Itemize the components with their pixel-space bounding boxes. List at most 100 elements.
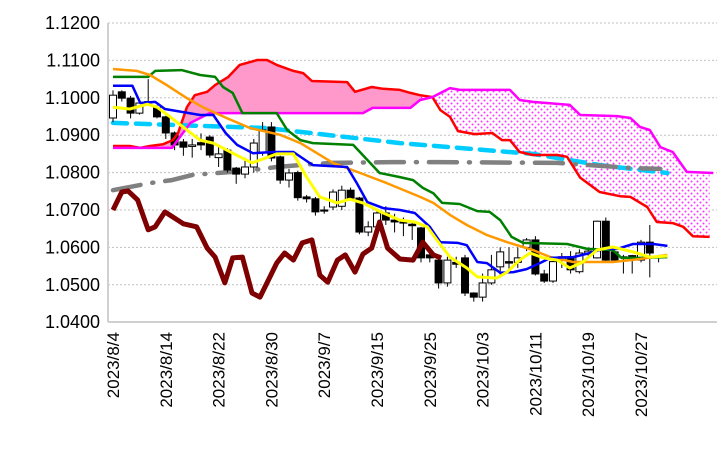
kijun-sen-line xyxy=(113,68,668,260)
x-tick-label: 2023/9/15 xyxy=(368,332,387,408)
candle xyxy=(487,254,496,285)
candle-body xyxy=(311,198,320,213)
candle xyxy=(188,138,197,158)
y-tick-label: 1.0400 xyxy=(45,312,100,332)
candle-body xyxy=(161,116,170,134)
y-tick-label: 1.1200 xyxy=(45,13,100,33)
indicator-lines xyxy=(110,58,714,300)
candle xyxy=(461,254,469,297)
candle-body xyxy=(258,129,267,153)
candle-body xyxy=(434,259,443,284)
candle xyxy=(540,269,549,283)
candle xyxy=(179,138,188,156)
y-tick-label: 1.1100 xyxy=(46,50,100,70)
candle xyxy=(214,146,223,167)
candle-body xyxy=(496,251,505,268)
candle xyxy=(593,220,601,259)
x-tick-label: 2023/8/14 xyxy=(157,332,176,408)
candle xyxy=(549,258,557,283)
x-tick-label: 2023/10/27 xyxy=(632,332,651,417)
background-lines xyxy=(110,120,670,193)
candle xyxy=(408,221,417,240)
candle xyxy=(205,135,214,158)
candle-body xyxy=(540,273,549,282)
candle xyxy=(601,217,610,263)
candle xyxy=(434,256,443,289)
candle xyxy=(320,206,329,214)
candle-body xyxy=(293,172,302,199)
candle-body xyxy=(390,219,399,223)
candle xyxy=(364,221,373,237)
x-tick-label: 2023/8/22 xyxy=(210,332,229,408)
y-tick-label: 1.0700 xyxy=(45,200,100,220)
candle-body xyxy=(232,167,241,175)
chikou-span-line xyxy=(110,188,443,300)
candle-body xyxy=(355,197,364,233)
candle-body xyxy=(188,144,197,147)
x-tick-label: 2023/8/4 xyxy=(104,332,123,398)
y-tick-label: 1.1000 xyxy=(45,88,100,108)
candle xyxy=(241,157,249,179)
axes xyxy=(107,23,717,323)
x-axis-ticks: 2023/8/4 2023/8/14 2023/8/22 2023/8/30 2023/… xyxy=(104,332,651,417)
moving-average-gray-line xyxy=(110,159,663,193)
candle xyxy=(311,196,320,216)
candle-body xyxy=(302,196,311,200)
candle-body xyxy=(628,255,637,258)
candle-body xyxy=(443,259,452,284)
candle xyxy=(443,256,452,287)
senkou-span-a-line xyxy=(113,58,710,239)
y-axis-ticks: 1.1200 1.1100 1.1000 1.0900 1.0800 1.0700 1.06… xyxy=(45,13,100,332)
candle xyxy=(302,195,311,203)
candle xyxy=(469,292,478,302)
candle-body xyxy=(337,189,346,207)
candle-body xyxy=(249,142,258,168)
candle xyxy=(161,115,170,139)
candle xyxy=(126,95,135,119)
candle xyxy=(249,138,258,173)
candle xyxy=(505,247,513,270)
x-tick-label: 2023/9/25 xyxy=(421,332,440,408)
y-tick-label: 1.0500 xyxy=(45,275,100,295)
candle-body xyxy=(197,142,205,146)
candle xyxy=(293,170,302,201)
candle-body xyxy=(601,220,610,261)
y-tick-label: 1.0900 xyxy=(45,125,100,145)
candle-body xyxy=(549,261,557,282)
candle-body xyxy=(241,166,249,175)
candle-body xyxy=(276,156,285,181)
candle-body xyxy=(205,136,214,156)
candle xyxy=(232,166,241,184)
senkou-span-b-line xyxy=(113,86,714,175)
x-tick-label: 2023/10/11 xyxy=(526,332,545,416)
candle xyxy=(337,185,346,210)
candle-body xyxy=(117,91,126,99)
candle-body xyxy=(505,261,513,264)
candle xyxy=(276,155,285,184)
candle xyxy=(645,224,654,278)
y-tick-label: 1.0800 xyxy=(45,163,100,183)
moving-average-yellow-line xyxy=(112,102,668,280)
x-tick-label: 2023/9/7 xyxy=(315,332,334,398)
candle-body xyxy=(478,282,487,298)
candle-body xyxy=(267,126,276,159)
candle-body xyxy=(593,220,601,259)
candle xyxy=(285,168,293,188)
x-tick-label: 2023/10/3 xyxy=(474,332,493,408)
candle-body xyxy=(126,97,135,114)
x-tick-label: 2023/10/19 xyxy=(579,332,598,417)
candle-body xyxy=(285,172,293,181)
candle-body xyxy=(364,226,373,233)
candle-body xyxy=(645,241,654,254)
y-tick-label: 1.0600 xyxy=(45,237,100,257)
candle-body xyxy=(214,153,223,159)
tenkan-sen-line xyxy=(113,84,668,275)
candle-body xyxy=(320,209,329,212)
candle-body xyxy=(346,189,355,199)
candle xyxy=(117,90,126,102)
candle-body xyxy=(469,292,478,298)
candle-body xyxy=(179,141,188,148)
candle-body xyxy=(461,257,469,294)
moving-average-light-blue-line xyxy=(110,120,670,176)
